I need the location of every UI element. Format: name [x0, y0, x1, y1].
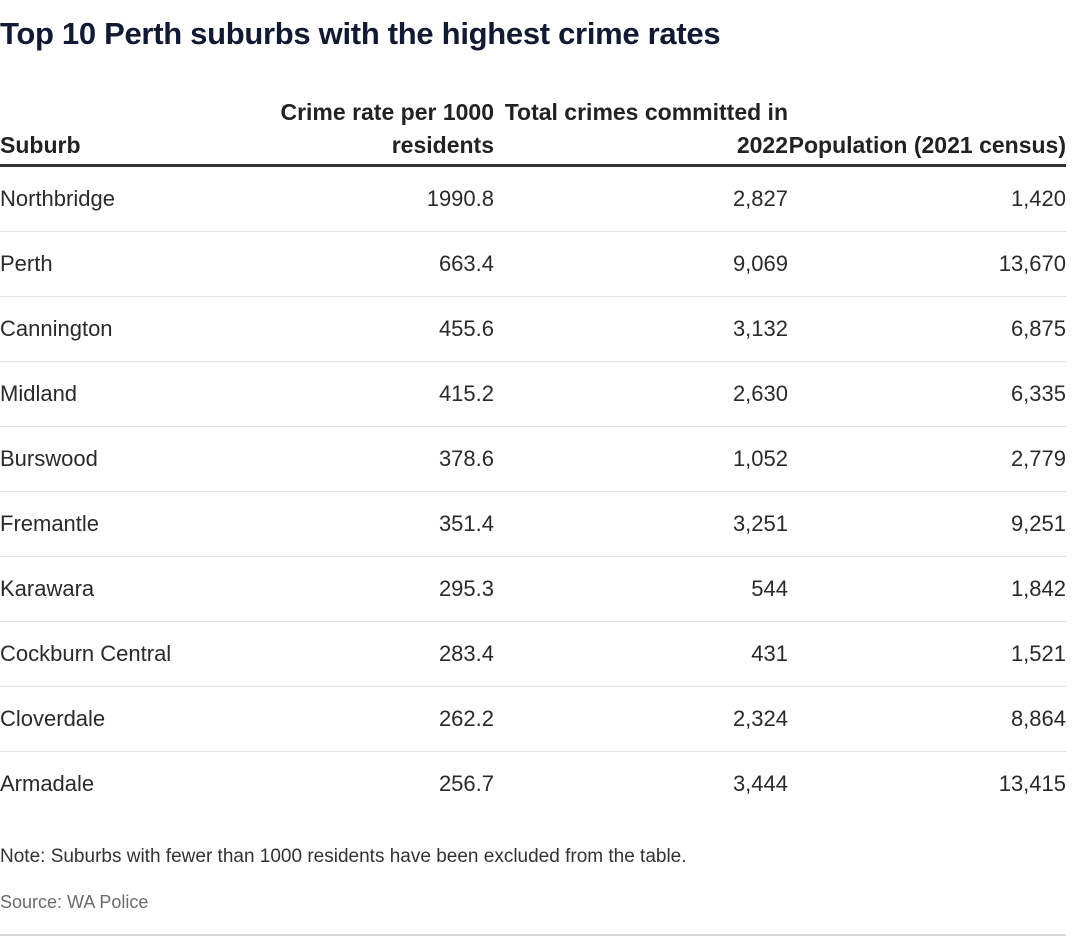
table-row: Cloverdale 262.2 2,324 8,864	[0, 686, 1066, 752]
table-row: Northbridge 1990.8 2,827 1,420	[0, 165, 1066, 232]
cell-suburb: Cannington	[0, 296, 280, 362]
source-credit: Source: WA Police	[0, 892, 149, 912]
cell-suburb: Burswood	[0, 426, 280, 492]
footer-divider	[0, 934, 1066, 936]
column-header-population: Population (2021 census)	[788, 82, 1066, 167]
table-row: Cannington 455.6 3,132 6,875	[0, 296, 1066, 362]
cell-total-crimes: 3,444	[732, 771, 788, 796]
cell-suburb: Perth	[0, 231, 280, 297]
crime-rate-table: Suburb Crime rate per 1000 residents Tot…	[0, 82, 1066, 816]
cell-total-crimes: 9,069	[494, 231, 788, 297]
column-header-suburb: Suburb	[0, 82, 280, 167]
cell-suburb: Cloverdale	[0, 686, 280, 752]
cell-crime-rate: 378.6	[280, 426, 494, 492]
cell-suburb: Northbridge	[0, 165, 280, 232]
cell-crime-rate: 283.4	[280, 621, 494, 687]
cell-suburb: Fremantle	[0, 491, 280, 557]
cell-suburb: Karawara	[0, 556, 280, 622]
cell-population: 1,842	[788, 556, 1066, 622]
cell-suburb: Armadale	[0, 771, 95, 796]
cell-total-crimes: 2,630	[494, 361, 788, 427]
cell-crime-rate: 415.2	[280, 361, 494, 427]
table-row: Cockburn Central 283.4 431 1,521	[0, 621, 1066, 687]
chart-title: Top 10 Perth suburbs with the highest cr…	[0, 16, 721, 51]
cell-total-crimes: 2,324	[494, 686, 788, 752]
cell-crime-rate: 256.7	[438, 771, 494, 796]
table-row: Perth 663.4 9,069 13,670	[0, 231, 1066, 297]
cell-population: 8,864	[788, 686, 1066, 752]
table-header-row: Suburb Crime rate per 1000 residents Tot…	[0, 82, 1066, 167]
column-header-crime-rate: Crime rate per 1000 residents	[280, 82, 494, 167]
cell-total-crimes: 544	[494, 556, 788, 622]
cell-suburb: Cockburn Central	[0, 621, 280, 687]
cell-crime-rate: 262.2	[280, 686, 494, 752]
cell-total-crimes: 1,052	[494, 426, 788, 492]
cell-crime-rate: 351.4	[280, 491, 494, 557]
column-header-total-crimes: Total crimes committed in 2022	[494, 82, 788, 167]
cell-crime-rate: 663.4	[280, 231, 494, 297]
cell-population: 6,335	[788, 361, 1066, 427]
table-note: Note: Suburbs with fewer than 1000 resid…	[0, 846, 687, 867]
table-row: Karawara 295.3 544 1,842	[0, 556, 1066, 622]
table-row: Armadale 256.7 3,444 13,415	[0, 752, 1066, 817]
cell-crime-rate: 1990.8	[280, 165, 494, 232]
cell-crime-rate: 295.3	[280, 556, 494, 622]
cell-population: 9,251	[788, 491, 1066, 557]
table-body: Northbridge 1990.8 2,827 1,420 Perth 663.4 9,0…	[0, 165, 1066, 817]
cell-population: 13,415	[998, 771, 1066, 796]
table-row: Fremantle 351.4 3,251 9,251	[0, 491, 1066, 557]
cell-population: 2,779	[788, 426, 1066, 492]
table-row: Midland 415.2 2,630 6,335	[0, 361, 1066, 427]
cell-population: 1,521	[788, 621, 1066, 687]
cell-suburb: Midland	[0, 361, 280, 427]
cell-population: 6,875	[788, 296, 1066, 362]
cell-population: 1,420	[788, 165, 1066, 232]
cell-population: 13,670	[788, 231, 1066, 297]
cell-crime-rate: 455.6	[280, 296, 494, 362]
cell-total-crimes: 431	[494, 621, 788, 687]
table-row: Burswood 378.6 1,052 2,779	[0, 426, 1066, 492]
cell-total-crimes: 2,827	[494, 165, 788, 232]
cell-total-crimes: 3,132	[494, 296, 788, 362]
cell-total-crimes: 3,251	[494, 491, 788, 557]
